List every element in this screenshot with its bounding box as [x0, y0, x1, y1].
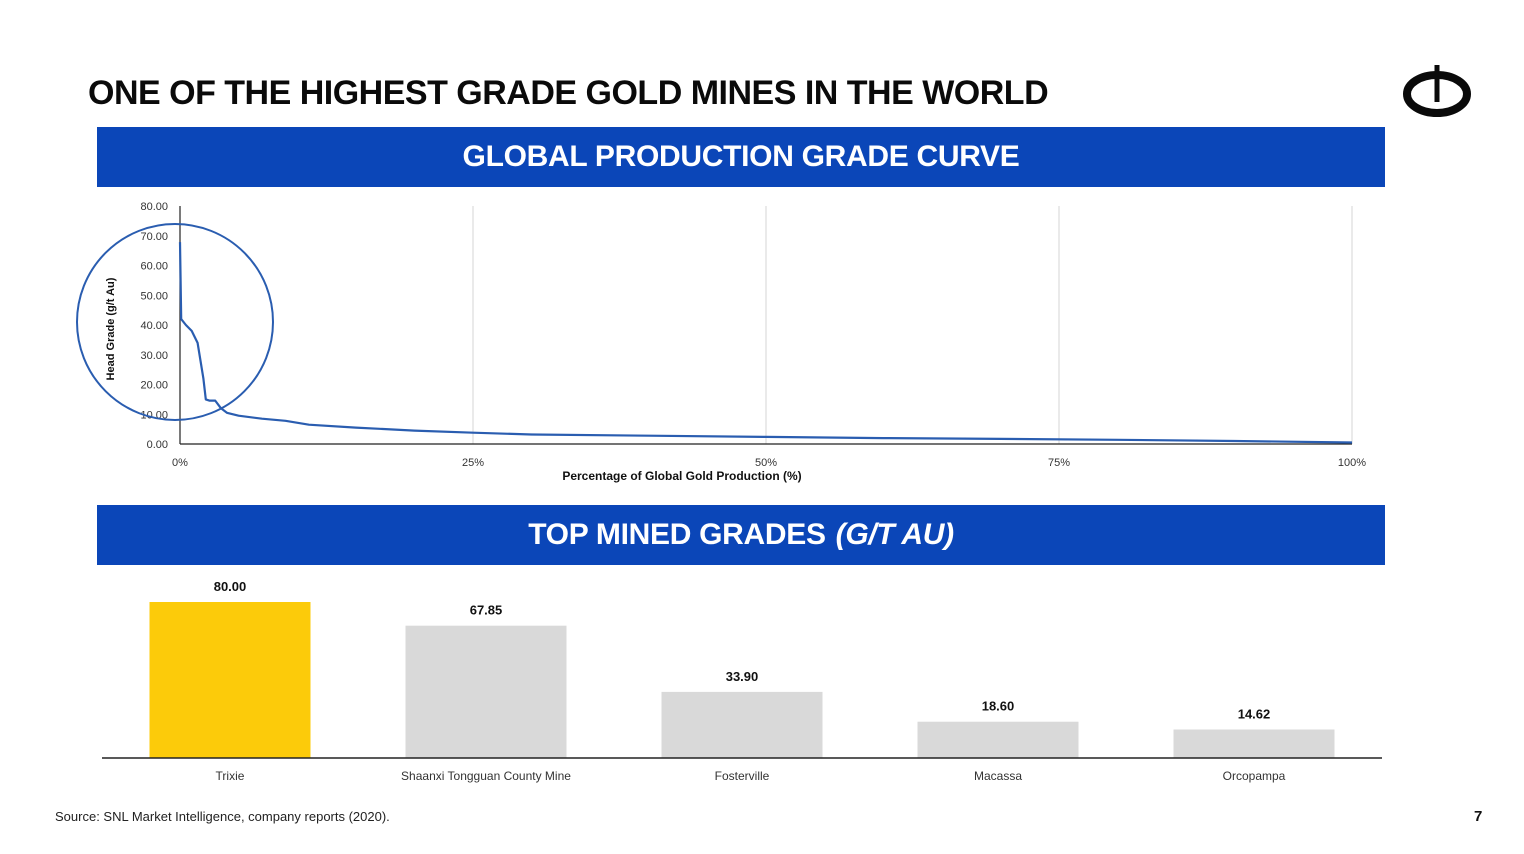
bars-banner-unit: (G/T AU) [835, 518, 954, 551]
bar-category-label: Shaanxi Tongguan County Mine [401, 769, 571, 783]
bar-category-label: Trixie [216, 769, 245, 783]
bar-category-label: Orcopampa [1223, 769, 1286, 783]
y-tick-label: 40.00 [140, 320, 168, 332]
bar-3 [917, 721, 1079, 758]
bar-value-label: 80.00 [214, 579, 247, 594]
bar-value-label: 33.90 [726, 669, 759, 684]
slide-title: ONE OF THE HIGHEST GRADE GOLD MINES IN T… [88, 74, 1049, 112]
y-tick-label: 70.00 [140, 231, 168, 243]
y-tick-label: 50.00 [140, 290, 168, 302]
bar-4 [1173, 729, 1335, 758]
x-tick-label: 100% [1338, 457, 1366, 469]
power-ring-logo-icon [1403, 65, 1471, 117]
bar-category-label: Fosterville [715, 769, 770, 783]
bar-value-label: 67.85 [470, 603, 503, 618]
bar-category-label: Macassa [974, 769, 1022, 783]
source-note: Source: SNL Market Intelligence, company… [55, 809, 390, 824]
grade-curve-chart: 0.0010.0020.0030.0040.0050.0060.0070.008… [76, 201, 1366, 483]
y-tick-label: 80.00 [140, 201, 168, 213]
y-tick-label: 30.00 [140, 350, 168, 362]
curve-banner: GLOBAL PRODUCTION GRADE CURVE [97, 127, 1385, 187]
bar-value-label: 14.62 [1238, 706, 1271, 721]
bar-1 [405, 625, 567, 758]
page-number: 7 [1474, 808, 1483, 825]
y-tick-label: 0.00 [147, 439, 168, 451]
y-tick-label: 60.00 [140, 261, 168, 273]
bar-value-label: 18.60 [982, 699, 1015, 714]
y-axis-title: Head Grade (g/t Au) [105, 277, 117, 380]
x-tick-label: 75% [1048, 457, 1070, 469]
bars-banner: TOP MINED GRADES (G/T AU) [97, 505, 1385, 565]
curve-banner-title: GLOBAL PRODUCTION GRADE CURVE [462, 140, 1020, 173]
x-tick-label: 25% [462, 457, 484, 469]
x-tick-label: 0% [172, 457, 188, 469]
grade-curve-line [178, 242, 1353, 444]
bar-2 [661, 691, 823, 758]
y-tick-label: 20.00 [140, 380, 168, 392]
bar-0 [149, 602, 311, 758]
x-tick-label: 50% [755, 457, 777, 469]
highlight-circle [76, 223, 274, 421]
x-axis-title: Percentage of Global Gold Production (%) [562, 469, 801, 483]
bars-banner-title: TOP MINED GRADES [528, 518, 826, 551]
